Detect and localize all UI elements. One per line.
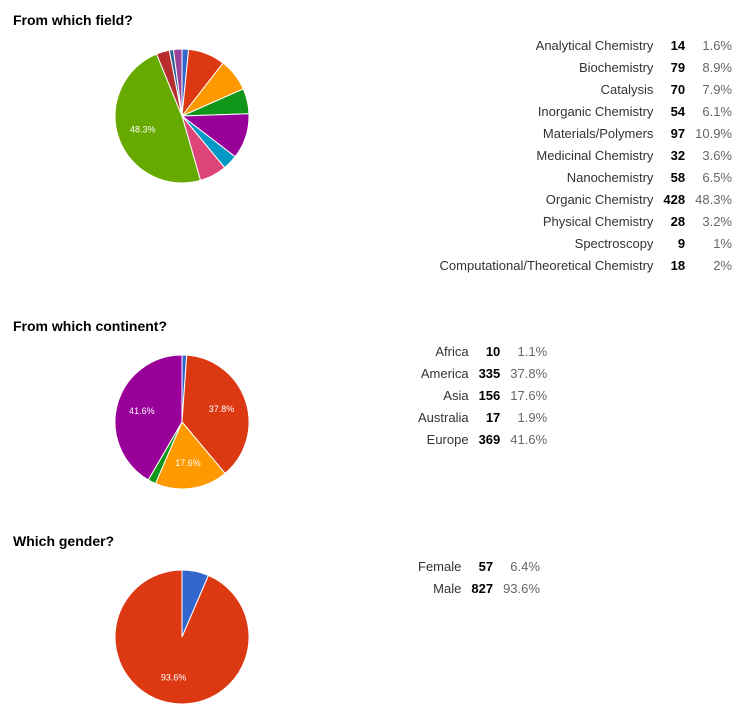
row-label: Europe (426, 431, 469, 447)
row-count: 32 (670, 147, 686, 163)
row-percent: 8.9% (702, 59, 732, 75)
continent-pie-chart: 37.8% 17.6% 41.6% (112, 352, 252, 492)
gender-pie-chart: 93.6% (112, 567, 252, 707)
row-percent: 17.6% (510, 387, 548, 403)
stats-row: Australia 17 1.9% (418, 406, 547, 428)
stats-row: Physical Chemistry 28 3.2% (440, 210, 732, 232)
row-percent: 1% (713, 235, 732, 251)
row-label: Catalysis (600, 81, 654, 97)
row-label: America (420, 365, 469, 381)
row-percent: 6.1% (702, 103, 732, 119)
stats-row: Organic Chemistry 428 48.3% (440, 188, 732, 210)
row-label: Organic Chemistry (545, 191, 654, 207)
field-section: From which field? 48.3% Analytical Chemi… (0, 12, 745, 282)
gender-stats-table: Female 57 6.4% Male 827 93.6% (418, 555, 540, 599)
stats-row: Analytical Chemistry 14 1.6% (440, 34, 732, 56)
stats-row: Africa 10 1.1% (418, 340, 547, 362)
stats-row: Female 57 6.4% (418, 555, 540, 577)
row-percent: 3.6% (702, 147, 732, 163)
slice-percent-label: 41.6% (129, 406, 155, 416)
gender-section: Which gender? 93.6% Female 57 6.4% Male 827 9… (0, 533, 745, 713)
row-label: Biochemistry (579, 59, 654, 75)
stats-row: Europe 369 41.6% (418, 428, 548, 450)
row-count: 58 (670, 169, 686, 185)
continent-stats-table: Africa 10 1.1% America 335 37.8% Asia 156 17.6% A… (418, 340, 547, 450)
stats-row: Nanochemistry 58 6.5% (440, 166, 732, 188)
stats-row: Biochemistry 79 8.9% (440, 56, 732, 78)
row-percent: 41.6% (510, 431, 548, 447)
row-percent: 10.9% (695, 125, 732, 141)
slice-percent-label: 48.3% (130, 125, 156, 135)
gender-pie-svg: 93.6% (114, 569, 250, 705)
row-label: Inorganic Chemistry (537, 103, 654, 119)
stats-row: Inorganic Chemistry 54 6.1% (440, 100, 732, 122)
row-count: 28 (670, 213, 686, 229)
pie-slice (114, 569, 250, 705)
row-count: 79 (670, 59, 686, 75)
row-label: Medicinal Chemistry (536, 147, 654, 163)
row-percent: 1.1% (517, 343, 548, 359)
row-count: 54 (670, 103, 686, 119)
row-percent: 93.6% (503, 580, 540, 596)
row-percent: 7.9% (702, 81, 732, 97)
row-count: 827 (471, 580, 494, 596)
row-count: 57 (478, 558, 494, 574)
row-count: 369 (478, 431, 501, 447)
row-label: Female (418, 558, 462, 574)
field-question-title: From which field? (13, 12, 133, 28)
row-count: 335 (478, 365, 501, 381)
row-label: Analytical Chemistry (535, 37, 654, 53)
row-percent: 6.5% (702, 169, 732, 185)
row-count: 97 (670, 125, 686, 141)
slice-percent-label: 17.6% (175, 458, 201, 468)
stats-row: America 335 37.8% (418, 362, 547, 384)
row-count: 17 (485, 409, 501, 425)
field-pie-svg: 48.3% (114, 48, 250, 184)
stats-row: Computational/Theoretical Chemistry 18 2% (440, 254, 732, 276)
stats-row: Medicinal Chemistry 32 3.6% (440, 144, 732, 166)
row-label: Computational/Theoretical Chemistry (439, 257, 654, 273)
row-count: 156 (478, 387, 501, 403)
row-count: 18 (670, 257, 686, 273)
continent-question-title: From which continent? (13, 318, 167, 334)
stats-row: Catalysis 70 7.9% (440, 78, 732, 100)
stats-row: Spectroscopy 9 1% (440, 232, 732, 254)
row-percent: 48.3% (695, 191, 732, 207)
slice-percent-label: 37.8% (209, 404, 235, 414)
row-label: Physical Chemistry (542, 213, 654, 229)
row-label: Australia (418, 409, 469, 425)
row-label: Nanochemistry (566, 169, 654, 185)
row-percent: 6.4% (510, 558, 540, 574)
pie-slice (114, 53, 202, 184)
pie-slice (172, 48, 183, 117)
field-pie-chart: 48.3% (112, 46, 252, 186)
pie-slice (114, 354, 183, 481)
stats-row: Male 827 93.6% (418, 577, 540, 599)
row-percent: 1.9% (517, 409, 548, 425)
row-label: Male (433, 580, 462, 596)
field-stats-table: Analytical Chemistry 14 1.6% Biochemistry 79… (440, 34, 732, 276)
row-label: Asia (443, 387, 469, 403)
row-percent: 37.8% (510, 365, 548, 381)
row-count: 428 (663, 191, 686, 207)
gender-question-title: Which gender? (13, 533, 115, 549)
pie-slice (181, 354, 250, 475)
row-count: 70 (670, 81, 686, 97)
slice-percent-label: 93.6% (161, 673, 187, 683)
row-percent: 2% (713, 257, 732, 273)
row-label: Materials/Polymers (542, 125, 654, 141)
stats-row: Materials/Polymers 97 10.9% (440, 122, 732, 144)
continent-pie-svg: 37.8% 17.6% 41.6% (114, 354, 250, 490)
row-count: 9 (677, 235, 686, 251)
stats-row: Asia 156 17.6% (418, 384, 547, 406)
continent-section: From which continent? 37.8% 17.6% 41.6% Af… (0, 318, 745, 508)
row-label: Africa (435, 343, 469, 359)
row-percent: 1.6% (702, 37, 732, 53)
pie-slice (154, 421, 226, 490)
row-count: 10 (485, 343, 501, 359)
row-label: Spectroscopy (574, 235, 654, 251)
row-count: 14 (670, 37, 686, 53)
row-percent: 3.2% (702, 213, 732, 229)
